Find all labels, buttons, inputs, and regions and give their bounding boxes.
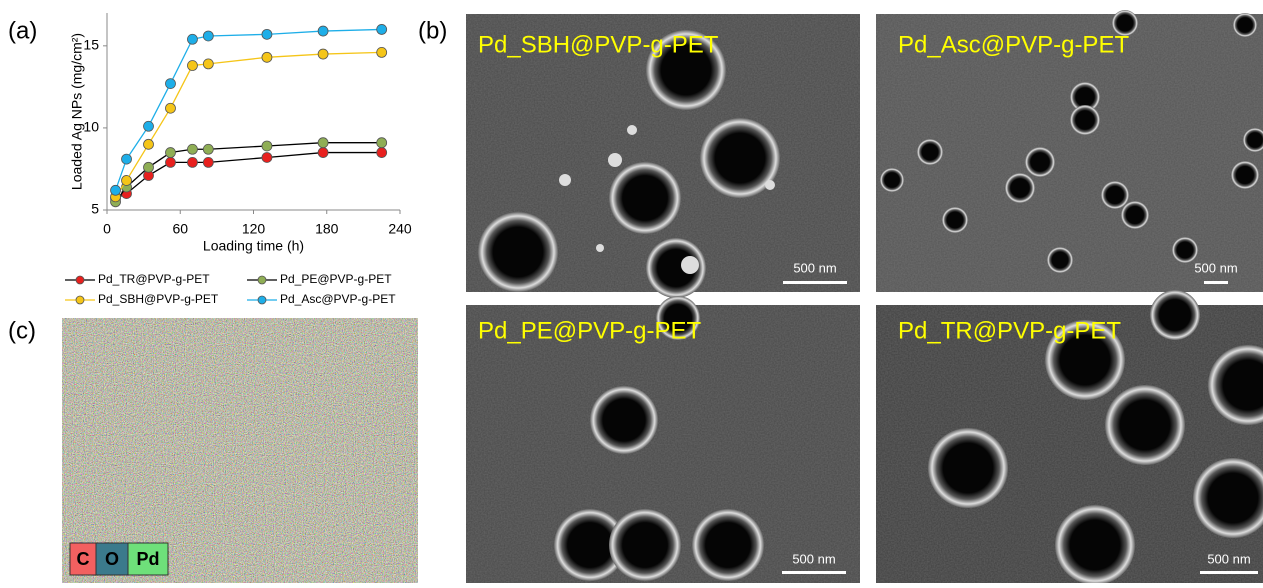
data-point: [376, 24, 388, 35]
image-caption: Pd_SBH@PVP-g-PET: [478, 31, 719, 58]
eds-map: C O Pd: [62, 318, 418, 583]
data-point: [143, 161, 154, 173]
data-point: [202, 30, 214, 42]
data-point: [261, 140, 273, 152]
element-label: Pd: [136, 549, 159, 569]
element-label: O: [105, 549, 119, 569]
panel-label: (c): [8, 317, 36, 344]
data-point: [317, 48, 329, 60]
data-point: [143, 120, 154, 132]
legend-marker: [75, 275, 85, 285]
data-point: [261, 152, 273, 163]
y-tick-label: 10: [83, 119, 99, 135]
image-caption: Pd_Asc@PVP-g-PET: [898, 31, 1129, 58]
scale-bar-label: 500 nm: [1207, 551, 1250, 566]
scale-bar-label: 500 nm: [1194, 260, 1237, 275]
sem-image: [466, 14, 860, 298]
scale-bar-label: 500 nm: [793, 260, 836, 275]
data-point: [121, 153, 132, 165]
element-label: C: [77, 549, 90, 569]
data-point: [317, 137, 329, 149]
data-point: [165, 102, 176, 114]
data-point: [261, 28, 273, 40]
y-tick-label: 15: [83, 37, 99, 53]
legend-marker: [257, 295, 267, 305]
data-point: [165, 156, 176, 168]
data-point: [376, 147, 388, 158]
data-point: [187, 143, 198, 155]
data-point: [187, 60, 198, 71]
image-caption: Pd_TR@PVP-g-PET: [898, 317, 1121, 344]
sem-image: [876, 10, 1263, 292]
x-tick-label: 60: [172, 221, 188, 237]
x-tick-label: 240: [388, 221, 412, 237]
legend-label: Pd_PE@PVP-g-PET: [280, 272, 392, 286]
data-point: [376, 47, 388, 58]
data-point: [187, 156, 198, 168]
data-point: [165, 78, 176, 89]
data-point: [121, 175, 132, 186]
x-tick-label: 120: [242, 221, 266, 237]
series-line: [115, 142, 382, 203]
x-axis-label: Loading time (h): [203, 238, 304, 254]
legend-label: Pd_TR@PVP-g-PET: [98, 272, 210, 286]
data-point: [376, 137, 388, 149]
image-caption: Pd_PE@PVP-g-PET: [478, 317, 701, 344]
data-point: [202, 143, 214, 155]
scale-bar-label: 500 nm: [792, 551, 835, 566]
data-point: [165, 147, 176, 158]
sem-image: [466, 296, 860, 583]
x-tick-label: 0: [103, 221, 111, 237]
data-point: [187, 33, 198, 45]
series-line: [115, 51, 382, 198]
data-point: [202, 58, 214, 70]
legend-marker: [257, 275, 267, 285]
series-line: [115, 151, 382, 200]
x-tick-label: 180: [315, 221, 339, 237]
panel-label: (a): [8, 17, 37, 44]
legend-label: Pd_SBH@PVP-g-PET: [98, 292, 219, 306]
legend-marker: [75, 295, 85, 305]
data-point: [110, 184, 121, 196]
sem-image: [876, 290, 1263, 585]
data-point: [317, 147, 329, 158]
data-point: [317, 25, 329, 37]
legend-label: Pd_Asc@PVP-g-PET: [280, 292, 396, 306]
data-point: [143, 138, 154, 150]
data-point: [261, 51, 273, 63]
y-axis-label: Loaded Ag NPs (mg/cm²): [69, 33, 85, 190]
y-tick-label: 5: [91, 201, 99, 217]
data-point: [202, 156, 214, 168]
panel-label: (b): [418, 17, 447, 44]
